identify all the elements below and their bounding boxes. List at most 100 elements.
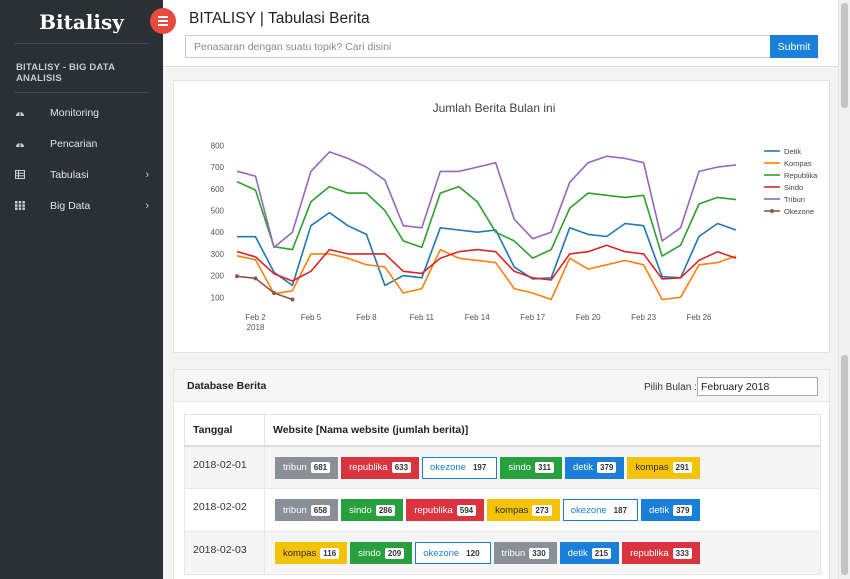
site-tag-detik[interactable]: detik 215 [559,542,620,564]
y-tick-label: 600 [211,185,225,194]
dashboard-icon [16,112,24,116]
site-tag-sindo[interactable]: sindo 209 [350,542,413,564]
site-tag-republika[interactable]: republika 633 [341,456,420,479]
table-icon [15,170,25,179]
sidebar: Bitalisy BITALISY - BIG DATA ANALISIS Mo… [0,0,163,579]
websites-cell: tribun 681 republika 633 okezone 197 sindo 311 d… [264,445,821,489]
legend-label-tribun: Tribun [784,195,805,204]
site-name: sindo [349,504,372,516]
websites-cell: kompas 116 sindo 209 okezone 120 tribun 330 deti… [264,531,821,575]
count-badge: 209 [384,547,405,559]
series-line-tribun [236,151,737,249]
site-tag-detik[interactable]: detik 379 [564,456,625,479]
table-row: 2018-02-02 tribun 658 sindo 286 republika 594 k… [184,488,821,532]
database-table: Tanggal Website [Nama website (jumlah be… [184,414,821,575]
database-header: Database Berita Pilih Bulan : [174,370,829,402]
site-tag-kompas[interactable]: kompas 291 [627,456,701,479]
submit-button[interactable]: Submit [770,35,818,58]
count-badge: 197 [472,463,487,472]
series-line-detik [237,211,737,287]
sidebar-item-label: Tabulasi [50,168,89,181]
site-name: sindo [508,462,532,473]
y-tick-label: 300 [211,250,225,259]
date-cell: 2018-02-03 [184,531,265,575]
x-tick-label: Feb 11 [410,313,435,322]
hamburger-icon [158,16,168,18]
site-tag-tribun[interactable]: tribun 681 [275,456,339,479]
month-label: Pilih Bulan : [644,382,697,393]
search-input[interactable] [185,35,771,58]
site-name: tribun [283,504,307,516]
site-tag-kompas[interactable]: kompas 116 [275,542,348,564]
chevron-right-icon: › [145,200,149,212]
brand-logo[interactable]: Bitalisy [39,9,124,34]
dashboard-icon [16,143,24,147]
site-name: republika [414,504,453,516]
scrollbar-thumb-lower[interactable] [841,355,848,575]
page-title: BITALISY | Tabulasi Berita [189,10,370,27]
topbar: BITALISY | Tabulasi Berita Submit [163,0,838,67]
table-row: 2018-02-03 kompas 116 sindo 209 okezone 120 tri… [184,531,821,575]
table-header-row: Tanggal Website [Nama website (jumlah be… [184,414,821,447]
date-cell: 2018-02-02 [184,488,265,532]
scrollbar-thumb-upper[interactable] [841,3,848,108]
site-name: okezone [430,462,466,473]
count-badge: 333 [672,547,693,559]
site-tag-okezone[interactable]: okezone 187 [562,499,639,521]
series-line-republika [236,180,737,259]
x-tick-label: Feb 20 [576,313,601,322]
count-badge: 273 [532,504,552,516]
site-name: republika [630,547,669,559]
y-tick-label: 500 [211,206,225,215]
count-badge: 291 [672,462,693,473]
series-line-okezone [236,275,293,301]
sidebar-item-label: Big Data [50,199,91,212]
site-tag-okezone[interactable]: okezone 120 [415,542,491,564]
legend-label-kompas: Kompas [784,159,812,168]
series-line-kompas [236,248,737,301]
chevron-right-icon: › [145,169,149,181]
x-tick-label: Feb 23 [631,313,656,322]
sidebar-item-monitoring[interactable]: Monitoring [0,97,163,128]
site-tag-tribun[interactable]: tribun 330 [493,542,557,564]
legend-label-sindo: Sindo [784,183,803,192]
site-tag-okezone[interactable]: okezone 197 [422,456,498,479]
sidebar-item-pencarian[interactable]: Pencarian [0,128,163,159]
menu-toggle-button[interactable] [150,8,176,34]
count-badge: 116 [320,547,340,559]
data-point-okezone [235,274,239,279]
month-picker-input[interactable] [697,377,818,396]
site-tag-sindo[interactable]: sindo 286 [341,499,404,521]
site-tag-republika[interactable]: republika 594 [406,499,485,521]
site-tag-republika[interactable]: republika 333 [622,542,701,564]
y-tick-label: 700 [211,163,225,172]
count-badge: 215 [591,547,612,559]
site-tag-detik[interactable]: detik 379 [641,499,701,521]
sidebar-item-big-data[interactable]: Big Data › [0,190,163,221]
x-tick-label: Feb 5 [301,313,322,322]
site-tag-tribun[interactable]: tribun 658 [275,499,339,521]
site-name: republika [349,462,388,473]
y-tick-label: 200 [211,272,225,281]
count-badge: 379 [673,504,693,516]
sidebar-section-title: BITALISY - BIG DATA ANALISIS [14,43,149,93]
x-tick-year-label: 2018 [247,323,265,332]
site-tag-kompas[interactable]: kompas 273 [487,499,560,521]
chart-title: Jumlah Berita Bulan ini [433,101,556,115]
date-cell: 2018-02-01 [184,445,265,489]
site-name: okezone [570,504,607,516]
page-scrollbar[interactable] [838,0,850,579]
site-name: kompas [283,547,317,559]
count-badge: 286 [375,504,396,516]
database-panel: Database Berita Pilih Bulan : Tanggal We… [173,369,830,579]
count-badge: 120 [466,548,480,558]
count-badge: 311 [535,462,554,473]
y-tick-label: 400 [211,228,225,237]
x-tick-label: Feb 26 [687,313,712,322]
sidebar-item-tabulasi[interactable]: Tabulasi › [0,159,163,190]
y-tick-label: 800 [211,141,225,150]
site-tag-sindo[interactable]: sindo 311 [500,456,562,479]
database-title: Database Berita [187,380,267,392]
site-name: sindo [358,547,381,559]
legend-label-republika: Republika [784,171,818,180]
